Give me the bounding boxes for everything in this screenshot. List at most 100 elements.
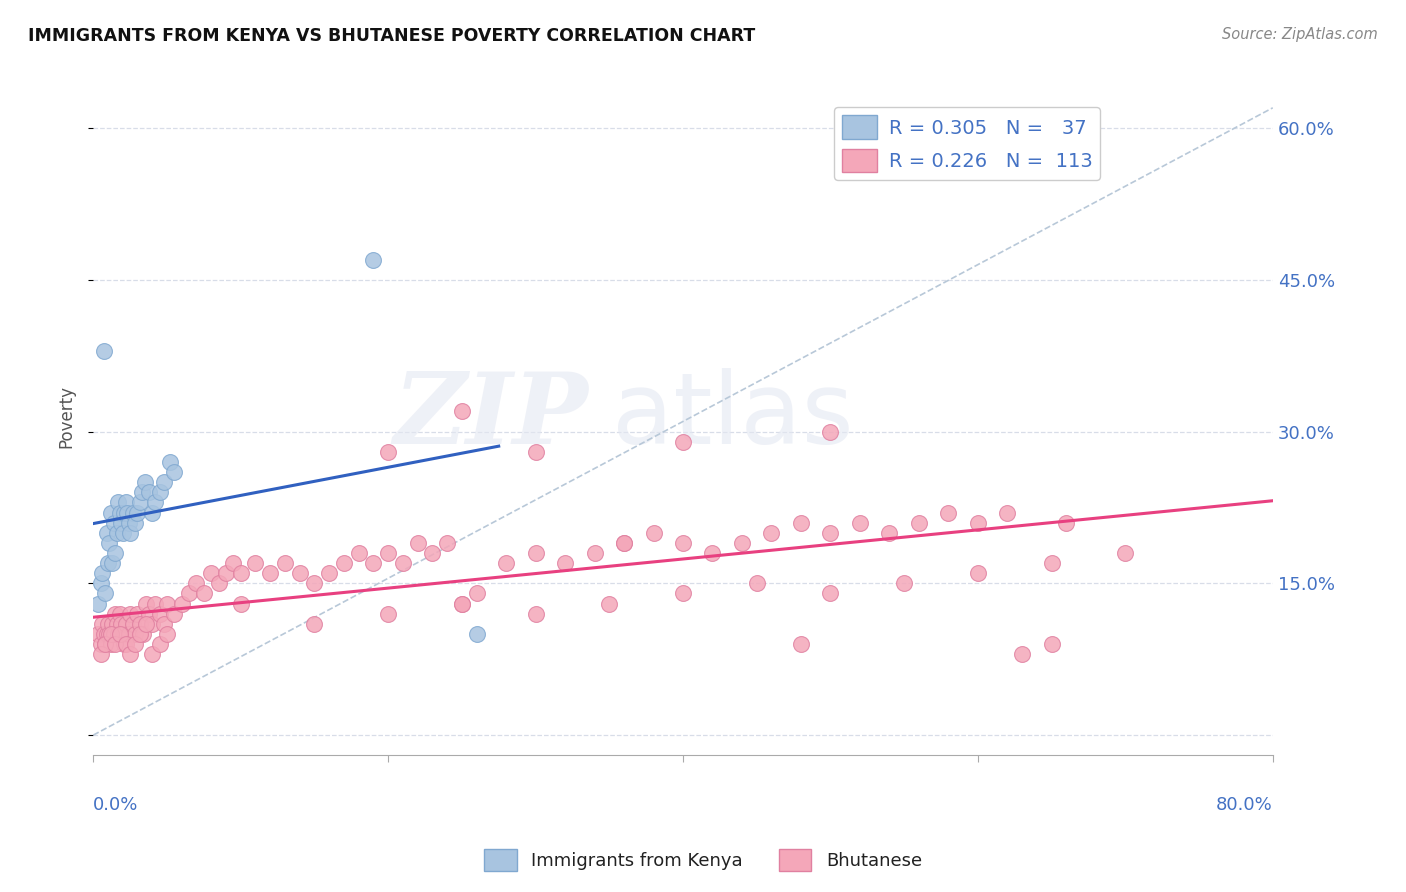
Point (104, 637, 127, 651)
Point (108, 506, 131, 520)
Point (363, 252, 385, 267)
Point (436, 536, 458, 550)
Legend: Immigrants from Kenya, Bhutanese: Immigrants from Kenya, Bhutanese (477, 842, 929, 879)
Point (193, 586, 215, 600)
Point (524, 607, 547, 621)
Point (229, 597, 252, 611)
Point (138, 485, 160, 500)
Point (101, 616, 124, 631)
Point (100, 506, 122, 520)
Point (98, 627, 121, 641)
Point (215, 566, 238, 581)
Point (120, 607, 142, 621)
Point (135, 597, 157, 611)
Point (450, 597, 472, 611)
Point (879, 525, 901, 540)
Point (304, 576, 326, 591)
Point (820, 586, 842, 600)
Point (159, 455, 181, 469)
Point (114, 495, 136, 509)
Point (222, 556, 245, 570)
Point (103, 516, 125, 530)
Point (333, 556, 356, 570)
Point (156, 627, 179, 641)
Point (110, 616, 132, 631)
Point (163, 607, 186, 621)
Point (107, 627, 129, 641)
Point (967, 566, 990, 581)
Point (96, 525, 118, 540)
Point (318, 566, 340, 581)
Point (450, 404, 472, 418)
Point (131, 485, 153, 500)
Point (450, 597, 472, 611)
Point (186, 576, 208, 591)
Point (790, 516, 813, 530)
Point (94, 637, 117, 651)
Point (392, 556, 415, 570)
Point (170, 597, 193, 611)
Point (229, 566, 252, 581)
Point (94, 637, 117, 651)
Point (1040, 556, 1063, 570)
Point (86, 597, 108, 611)
Point (124, 637, 146, 651)
Point (114, 637, 136, 651)
Point (101, 556, 124, 570)
Point (129, 627, 152, 641)
Point (207, 576, 229, 591)
Point (143, 597, 166, 611)
Point (153, 616, 176, 631)
Point (908, 516, 931, 530)
Point (91, 566, 114, 581)
Point (363, 556, 385, 570)
Point (86, 627, 108, 641)
Point (104, 546, 127, 560)
Point (141, 647, 163, 661)
Text: ZIP: ZIP (394, 368, 589, 465)
Point (90, 576, 112, 591)
Point (406, 536, 429, 550)
Point (114, 616, 136, 631)
Point (1054, 516, 1077, 530)
Point (702, 546, 724, 560)
Point (820, 525, 842, 540)
Point (643, 525, 665, 540)
Point (149, 485, 172, 500)
Point (90, 647, 112, 661)
Point (177, 586, 200, 600)
Point (304, 616, 326, 631)
Point (141, 506, 163, 520)
Point (1040, 637, 1063, 651)
Point (274, 556, 297, 570)
Text: IMMIGRANTS FROM KENYA VS BHUTANESE POVERTY CORRELATION CHART: IMMIGRANTS FROM KENYA VS BHUTANESE POVER… (28, 27, 755, 45)
Point (141, 616, 163, 631)
Text: Source: ZipAtlas.com: Source: ZipAtlas.com (1222, 27, 1378, 42)
Point (135, 616, 157, 631)
Point (377, 607, 399, 621)
Point (995, 506, 1018, 520)
Point (288, 566, 311, 581)
Point (110, 516, 132, 530)
Point (100, 637, 122, 651)
Point (124, 627, 146, 641)
Point (120, 525, 142, 540)
Point (554, 556, 576, 570)
Point (672, 434, 695, 449)
Legend: R = 0.305   N =   37, R = 0.226   N =  113: R = 0.305 N = 37, R = 0.226 N = 113 (834, 108, 1101, 180)
Point (465, 586, 488, 600)
Point (124, 516, 146, 530)
Point (138, 607, 160, 621)
Point (149, 607, 172, 621)
Point (127, 506, 149, 520)
Point (613, 536, 636, 550)
Point (105, 616, 128, 631)
Point (731, 536, 754, 550)
Point (200, 566, 222, 581)
Point (100, 627, 122, 641)
Point (117, 627, 139, 641)
Point (1011, 647, 1033, 661)
Point (108, 607, 131, 621)
Point (93, 343, 115, 358)
Point (97, 616, 120, 631)
